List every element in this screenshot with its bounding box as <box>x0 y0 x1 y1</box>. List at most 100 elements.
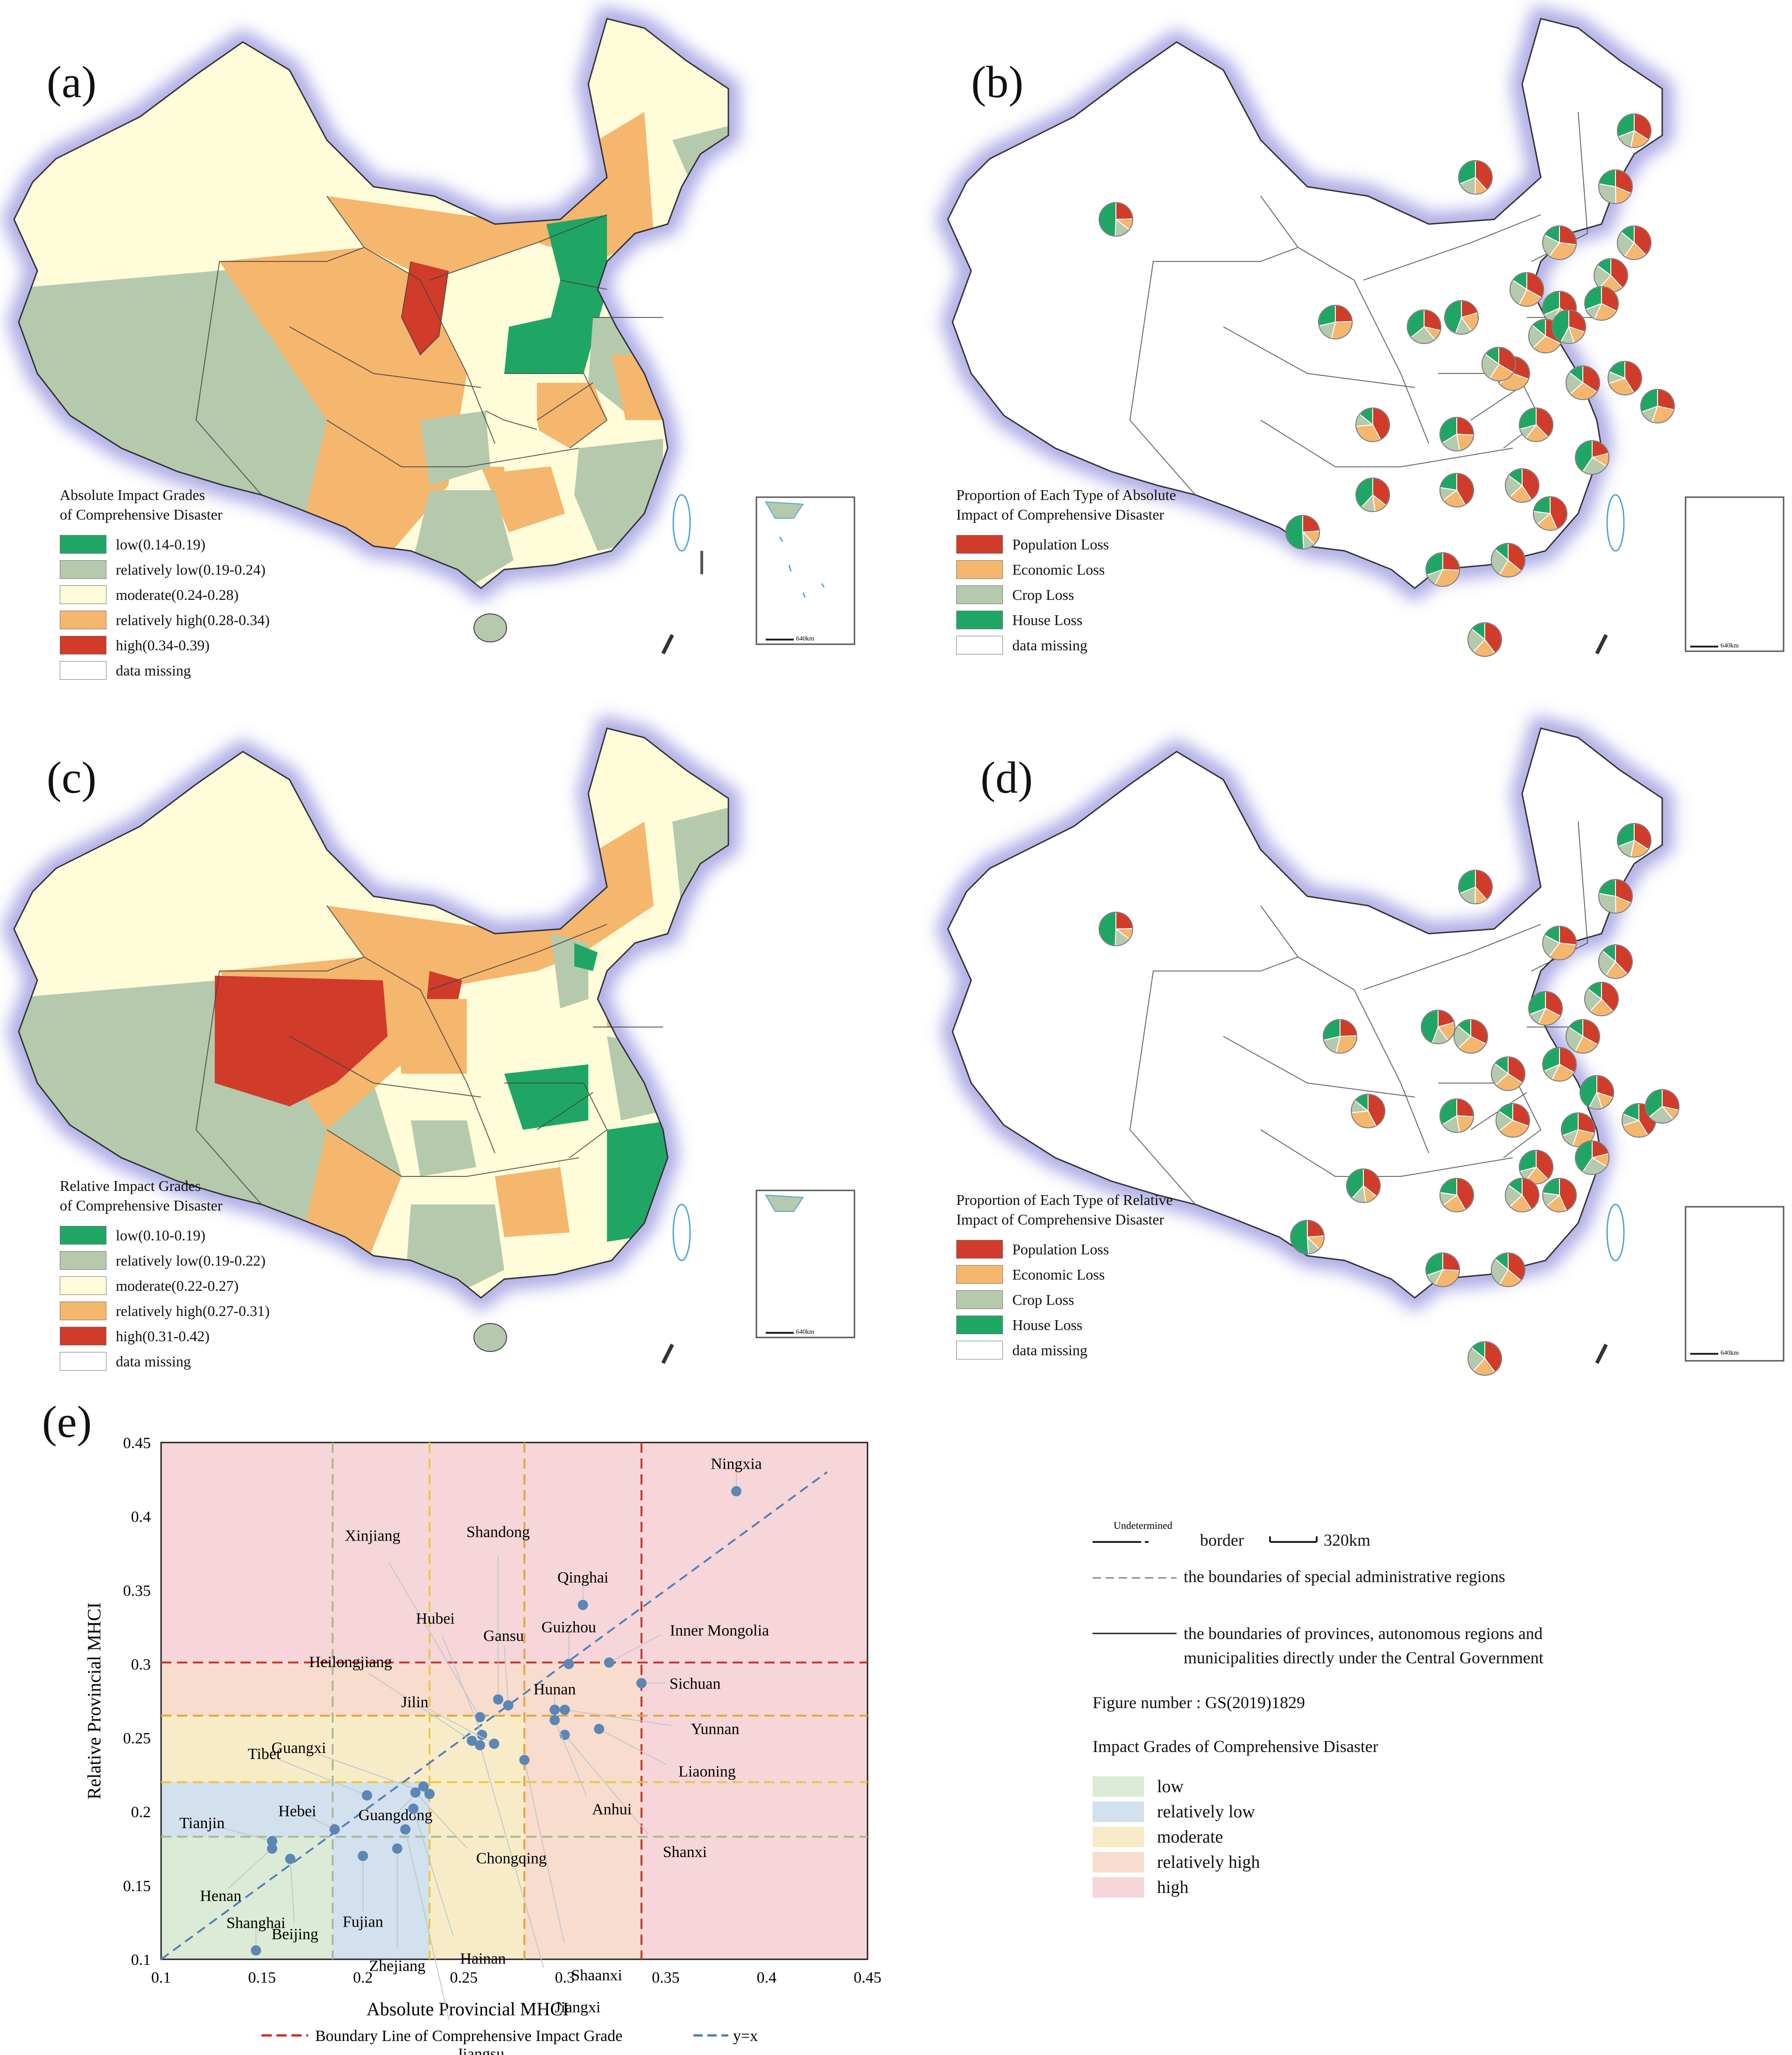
svg-text:640km: 640km <box>1721 642 1739 649</box>
grade-region <box>641 1716 868 1782</box>
point-label: Guangxi <box>271 1739 326 1757</box>
point-label: Guizhou <box>542 1619 596 1636</box>
grade-row: high <box>1093 1875 1260 1900</box>
legend-identity-label: y=x <box>733 2027 758 2045</box>
leader-line <box>564 1734 649 1835</box>
province-pie <box>1099 202 1134 237</box>
province-pie <box>1640 388 1675 423</box>
province-pie <box>1453 1019 1488 1054</box>
province-pie <box>1351 1093 1385 1128</box>
grade-row: relatively low <box>1093 1799 1260 1824</box>
province-pie <box>1482 346 1517 381</box>
border-legend-lines: Undetermined <box>1093 1520 1318 1579</box>
province-pie <box>1439 1177 1474 1212</box>
plot-frame <box>160 1442 868 1960</box>
point-label: Liaoning <box>678 1763 736 1781</box>
panel-label-e: (e) <box>42 1397 92 1447</box>
province-pie <box>1425 1252 1460 1287</box>
leader-line <box>212 1825 273 1842</box>
province-pie <box>1584 981 1619 1016</box>
province-point <box>578 1599 588 1610</box>
province-pie <box>1355 407 1390 442</box>
province-pie <box>1617 113 1651 148</box>
point-label: Sichuan <box>670 1675 721 1693</box>
x-tick-label: 0.25 <box>450 1969 478 1986</box>
legend-boundary-label: Boundary Line of Comprehensive Impact Gr… <box>315 2027 622 2045</box>
province-pie <box>1099 911 1134 947</box>
leader-line <box>480 1745 544 1968</box>
province-pie <box>1439 416 1474 451</box>
grade-region <box>641 1837 868 1959</box>
province-pie <box>1598 169 1633 204</box>
y-tick-label: 0.2 <box>131 1804 151 1821</box>
legend-row: relatively low(0.19-0.22) <box>60 1248 270 1273</box>
legend-title-b: Proportion of Each Type of Absolute Impa… <box>956 486 1176 523</box>
province-point <box>503 1700 514 1710</box>
point-label: Jiangxi <box>555 1999 600 2016</box>
province-boundary-label: the boundaries of provinces, autonomous … <box>1184 1624 1543 1643</box>
province-point <box>267 1836 277 1846</box>
province-pie <box>1496 1103 1530 1138</box>
legend-row: high(0.31-0.42) <box>60 1323 270 1349</box>
pie-map-relative: 640km <box>896 700 1785 1376</box>
legend-row: relatively high(0.28-0.34) <box>60 607 270 633</box>
province-pie <box>1491 542 1525 577</box>
grade-region <box>161 1782 333 1837</box>
x-axis-label: Absolute Provincial MHCI <box>367 1999 569 2020</box>
point-label: Hebei <box>278 1803 316 1820</box>
province-pie <box>1510 272 1544 307</box>
point-label: Hubei <box>416 1610 455 1627</box>
grade-region <box>641 1662 868 1716</box>
legend-row: data missing <box>60 658 270 683</box>
leader-line <box>303 1813 335 1830</box>
point-label: Inner Mongolia <box>670 1622 769 1639</box>
province-pie <box>1598 944 1633 979</box>
province-point <box>636 1678 647 1689</box>
leader-line <box>368 1673 473 1741</box>
grade-region <box>332 1443 430 1663</box>
map-panel-a: (a) <box>0 0 887 691</box>
province-pie <box>1355 477 1390 512</box>
leader-line <box>289 1858 295 1922</box>
point-label: Jilin <box>401 1694 429 1711</box>
legend-row: relatively low(0.19-0.24) <box>60 557 270 582</box>
x-tick-label: 0.1 <box>151 1969 171 1986</box>
svg-text:640km: 640km <box>1721 1350 1739 1357</box>
x-tick-label: 0.35 <box>652 1969 680 1986</box>
province-pie <box>1622 1103 1656 1138</box>
inset-map-c: 640km <box>755 1189 855 1338</box>
grade-row: moderate <box>1093 1824 1260 1850</box>
province-point <box>361 1790 372 1801</box>
province-pie <box>1580 1075 1614 1110</box>
province-pie <box>1425 552 1460 587</box>
grade-region <box>641 1443 868 1663</box>
legend-row: House Loss <box>956 607 1176 633</box>
grade-row: relatively high <box>1093 1850 1260 1875</box>
leader-line <box>524 1759 565 1943</box>
legend-row: House Loss <box>956 1312 1173 1337</box>
x-tick-label: 0.4 <box>757 1969 777 1986</box>
inset-map-d: 640km <box>1685 1206 1785 1362</box>
province-point <box>418 1781 429 1792</box>
legend-row: Population Loss <box>956 532 1176 557</box>
leader-line <box>228 1848 273 1889</box>
province-pie <box>1458 160 1493 195</box>
province-point <box>408 1803 419 1814</box>
scatter-panel-e: (e) 0.1 0.15 0.2 0.25 0.3 0.35 0.4 0.45 0.1 0.15 0… <box>0 1396 910 2055</box>
panel-label-b: (b) <box>971 57 1023 107</box>
grades-legend: low relatively low moderate relatively h… <box>1093 1774 1260 1900</box>
province-point <box>410 1787 421 1798</box>
svg-text:640km: 640km <box>796 635 814 642</box>
legend-row: data missing <box>60 1349 270 1374</box>
grade-region <box>429 1443 525 1663</box>
province-pie <box>1533 496 1567 531</box>
pie-group-b <box>1099 113 1675 657</box>
province-pie <box>1645 1089 1679 1124</box>
province-boundary-line <box>1093 1633 1177 1634</box>
border-label: border <box>1200 1531 1244 1549</box>
legend-b: Proportion of Each Type of Absolute Impa… <box>956 486 1176 658</box>
leader-line <box>279 1759 367 1796</box>
legend-row: relatively high(0.27-0.31) <box>60 1298 270 1323</box>
leader-line <box>318 1753 430 1795</box>
point-label: Shanghai <box>226 1914 286 1932</box>
